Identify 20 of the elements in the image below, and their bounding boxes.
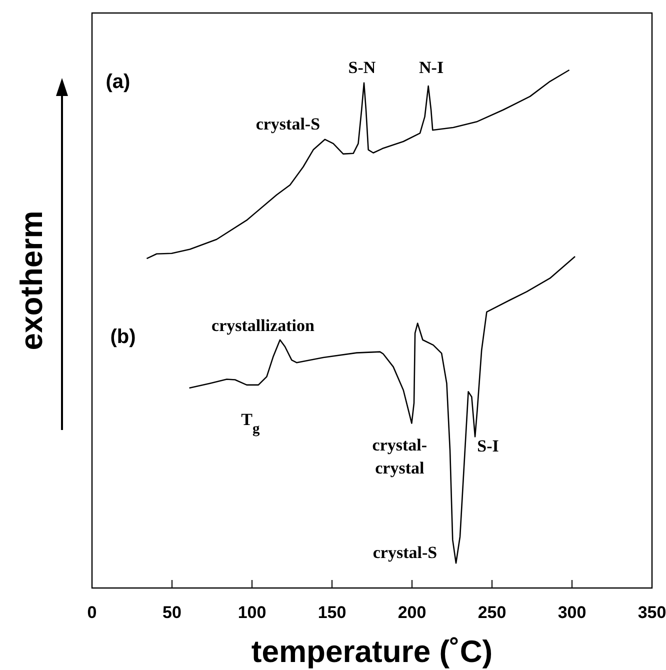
annotation: (a) <box>106 71 130 93</box>
y-axis-title: exotherm <box>14 210 49 350</box>
x-tick-label: 100 <box>238 603 266 622</box>
x-tick-label: 300 <box>558 603 586 622</box>
annotation: S-N <box>348 58 376 77</box>
x-tick-label: 350 <box>638 603 666 622</box>
annotation: T$_{g}$ <box>241 410 260 437</box>
annotation: crystal- crystal <box>372 435 428 478</box>
annotation: (b) <box>110 326 136 348</box>
annotation: crystallization <box>212 316 316 335</box>
x-tick-label: 0 <box>87 603 97 622</box>
annotation: crystal-S <box>372 543 438 562</box>
annotation: N-I <box>419 58 444 78</box>
x-tick-label: 250 <box>478 603 506 622</box>
annotation: crystal-S <box>256 114 320 134</box>
x-tick-label: 200 <box>398 603 426 622</box>
x-tick-label: 50 <box>162 603 182 622</box>
annotation: S-I <box>477 436 500 456</box>
x-axis-title: temperature (˚C) <box>251 634 493 669</box>
x-tick-label: 150 <box>318 603 346 622</box>
